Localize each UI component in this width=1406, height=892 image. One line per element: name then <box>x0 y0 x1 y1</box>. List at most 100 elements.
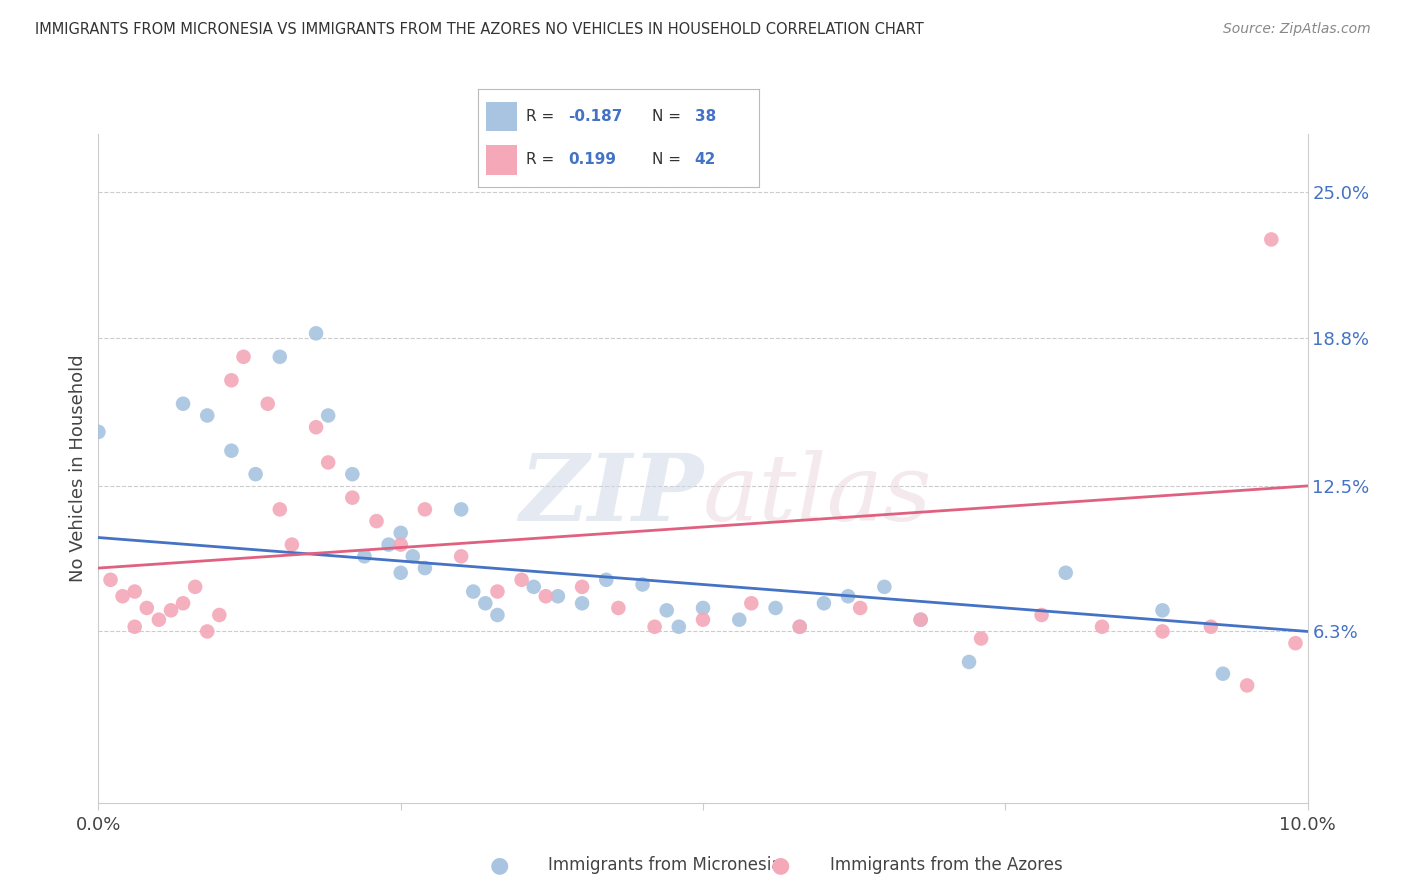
Point <box>389 566 412 580</box>
Text: 10.0%: 10.0% <box>1279 816 1336 834</box>
Text: ●: ● <box>489 855 509 875</box>
Point <box>172 397 194 411</box>
Text: 0.199: 0.199 <box>568 153 616 168</box>
Point <box>837 589 859 603</box>
Point <box>1260 232 1282 246</box>
Point <box>1152 624 1174 639</box>
Point <box>450 549 472 564</box>
Text: Immigrants from the Azores: Immigrants from the Azores <box>830 856 1063 874</box>
Point <box>316 455 339 469</box>
Text: Immigrants from Micronesia: Immigrants from Micronesia <box>548 856 782 874</box>
Point <box>571 580 593 594</box>
Point <box>571 596 593 610</box>
Text: IMMIGRANTS FROM MICRONESIA VS IMMIGRANTS FROM THE AZORES NO VEHICLES IN HOUSEHOL: IMMIGRANTS FROM MICRONESIA VS IMMIGRANTS… <box>35 22 924 37</box>
Point <box>813 596 835 610</box>
Point <box>789 620 811 634</box>
Text: Source: ZipAtlas.com: Source: ZipAtlas.com <box>1223 22 1371 37</box>
Point <box>486 584 509 599</box>
Point <box>450 502 472 516</box>
Point <box>595 573 617 587</box>
Point <box>281 538 304 552</box>
Point <box>269 502 291 516</box>
Point <box>510 573 533 587</box>
Text: -0.187: -0.187 <box>568 109 623 124</box>
Point <box>668 620 690 634</box>
Point <box>1054 566 1077 580</box>
Text: N =: N = <box>652 153 682 168</box>
Point <box>740 596 762 610</box>
Text: N =: N = <box>652 109 682 124</box>
Point <box>305 326 328 341</box>
Point <box>534 589 557 603</box>
Point <box>1031 607 1053 622</box>
Point <box>765 601 787 615</box>
Point <box>1212 666 1234 681</box>
Point <box>547 589 569 603</box>
Point <box>221 373 243 387</box>
Point <box>353 549 375 564</box>
Text: atlas: atlas <box>703 450 932 540</box>
Point <box>402 549 425 564</box>
Point <box>124 584 146 599</box>
Point <box>1091 620 1114 634</box>
Point <box>160 603 183 617</box>
Point <box>692 613 714 627</box>
Point <box>100 573 122 587</box>
Point <box>269 350 291 364</box>
Point <box>184 580 207 594</box>
Point <box>1236 678 1258 692</box>
Text: ZIP: ZIP <box>519 450 703 540</box>
Point <box>463 584 485 599</box>
Point <box>316 409 339 423</box>
Point <box>523 580 546 594</box>
Text: R =: R = <box>526 109 554 124</box>
Text: 0.0%: 0.0% <box>76 816 121 834</box>
Point <box>377 538 399 552</box>
Point <box>208 607 231 622</box>
Point <box>389 538 412 552</box>
FancyBboxPatch shape <box>486 102 517 131</box>
Point <box>342 491 364 505</box>
Point <box>789 620 811 634</box>
Point <box>342 467 364 482</box>
Point <box>655 603 678 617</box>
Point <box>486 607 509 622</box>
Point <box>87 425 110 439</box>
Point <box>111 589 134 603</box>
Point <box>644 620 666 634</box>
Point <box>692 601 714 615</box>
Text: R =: R = <box>526 153 554 168</box>
Point <box>910 613 932 627</box>
Point <box>172 596 194 610</box>
FancyBboxPatch shape <box>486 145 517 175</box>
Point <box>631 577 654 591</box>
Point <box>413 502 436 516</box>
Point <box>195 624 218 639</box>
Text: 38: 38 <box>695 109 716 124</box>
Point <box>195 409 218 423</box>
Text: ●: ● <box>770 855 790 875</box>
Y-axis label: No Vehicles in Household: No Vehicles in Household <box>69 354 87 582</box>
Point <box>474 596 496 610</box>
Point <box>607 601 630 615</box>
Point <box>148 613 170 627</box>
Point <box>135 601 157 615</box>
Point <box>849 601 872 615</box>
Point <box>245 467 267 482</box>
Point <box>221 443 243 458</box>
Point <box>256 397 278 411</box>
Point <box>389 525 412 540</box>
Point <box>873 580 896 594</box>
Point <box>232 350 254 364</box>
Point <box>413 561 436 575</box>
Text: 42: 42 <box>695 153 716 168</box>
Point <box>957 655 980 669</box>
Point <box>305 420 328 434</box>
Point <box>728 613 751 627</box>
Point <box>366 514 388 528</box>
Point <box>124 620 146 634</box>
Point <box>1284 636 1306 650</box>
Point <box>1199 620 1222 634</box>
Point <box>910 613 932 627</box>
Point <box>970 632 993 646</box>
